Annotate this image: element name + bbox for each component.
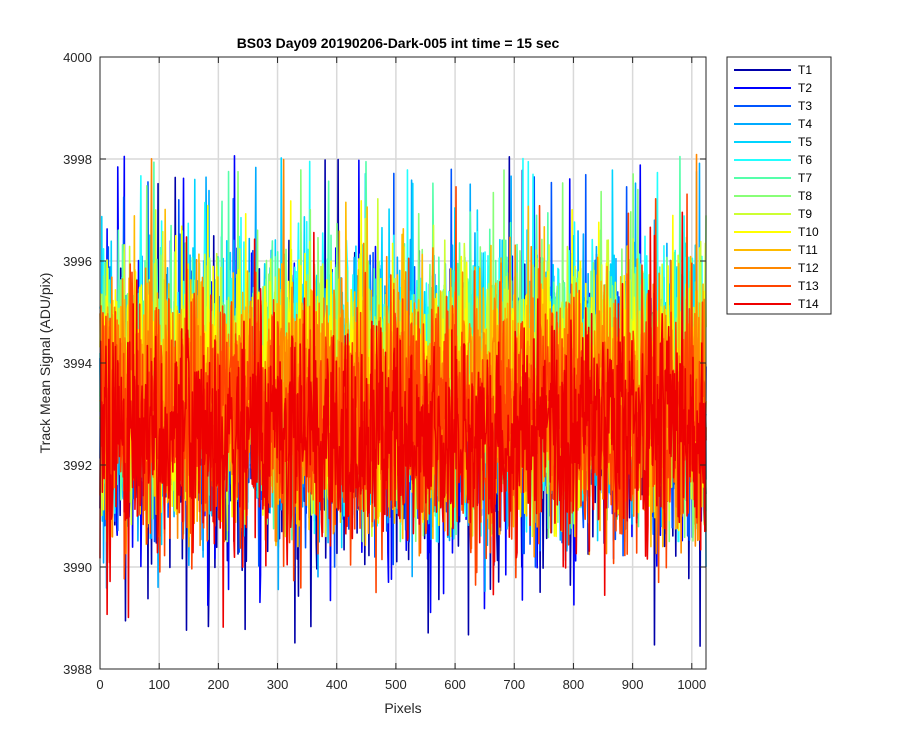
- x-tick-label: 300: [267, 677, 289, 692]
- y-tick-label: 3996: [63, 254, 92, 269]
- y-tick-label: 3992: [63, 458, 92, 473]
- x-tick-label: 400: [326, 677, 348, 692]
- y-tick-label: 4000: [63, 50, 92, 65]
- y-axis-label: Track Mean Signal (ADU/pix): [37, 273, 53, 454]
- series-line-t14: [99, 211, 707, 628]
- x-tick-label: 0: [96, 677, 103, 692]
- y-tick-label: 3994: [63, 356, 92, 371]
- legend-label: T6: [798, 153, 812, 167]
- legend-label: T2: [798, 81, 812, 95]
- x-axis-label: Pixels: [384, 700, 421, 716]
- data-series: [99, 153, 707, 647]
- legend-label: T1: [798, 63, 812, 77]
- x-tick-label: 700: [503, 677, 525, 692]
- y-tick-label: 3998: [63, 152, 92, 167]
- legend-label: T9: [798, 207, 812, 221]
- y-tick-label: 3988: [63, 662, 92, 677]
- x-tick-label: 100: [148, 677, 170, 692]
- legend-label: T13: [798, 279, 819, 293]
- y-tick-label: 3990: [63, 560, 92, 575]
- legend-label: T11: [798, 243, 818, 257]
- x-tick-label: 1000: [677, 677, 706, 692]
- axis-ticks: 0 100 200 300 400 500 600 700 800 900 1000 3988 3990…: [63, 50, 706, 692]
- legend-label: T4: [798, 117, 812, 131]
- x-tick-label: 200: [208, 677, 230, 692]
- chart-title: BS03 Day09 20190206-Dark-005 int time = …: [237, 35, 560, 51]
- legend-label: T12: [798, 261, 819, 275]
- legend-box: [726, 56, 832, 315]
- legend: T1 T2 T3 T4 T5 T6 T7 T8 T9 T10 T11 T12 T13 T14: [726, 56, 832, 315]
- x-tick-label: 900: [622, 677, 644, 692]
- x-tick-label: 800: [563, 677, 585, 692]
- legend-label: T3: [798, 99, 812, 113]
- legend-label: T14: [798, 297, 819, 311]
- legend-label: T10: [798, 225, 819, 239]
- x-tick-label: 600: [444, 677, 466, 692]
- legend-label: T7: [798, 171, 812, 185]
- legend-label: T8: [798, 189, 812, 203]
- x-tick-label: 500: [385, 677, 407, 692]
- legend-label: T5: [798, 135, 812, 149]
